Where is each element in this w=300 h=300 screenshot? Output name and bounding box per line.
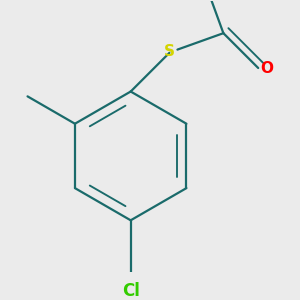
Text: Cl: Cl (122, 282, 140, 300)
Text: O: O (260, 61, 273, 76)
Text: S: S (164, 44, 175, 59)
